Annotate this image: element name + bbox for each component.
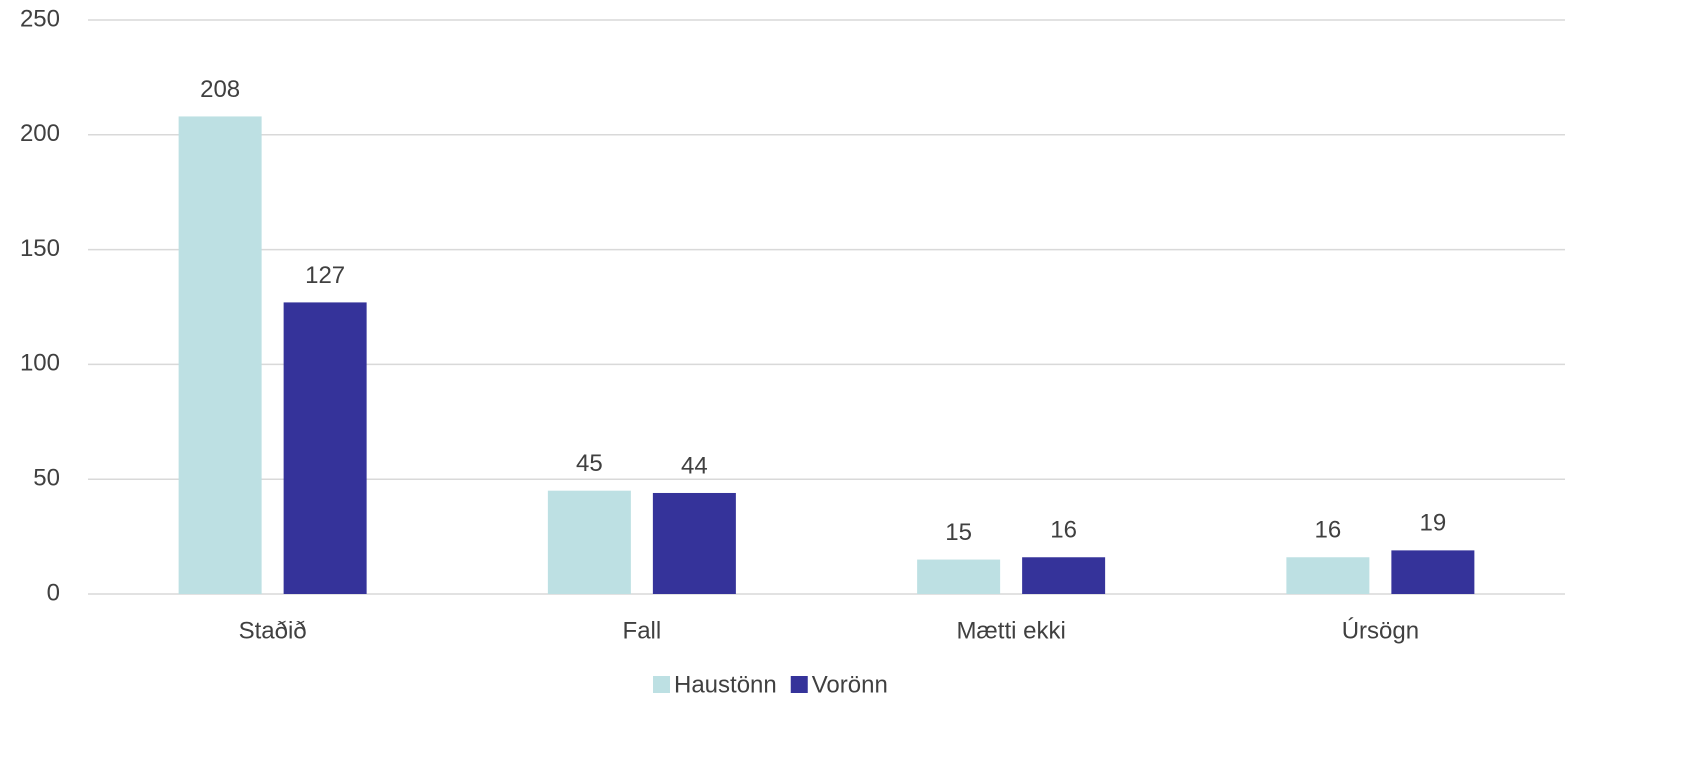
legend-label: Vorönn bbox=[812, 671, 888, 698]
data-label: 208 bbox=[200, 76, 240, 103]
bar bbox=[917, 559, 1001, 594]
y-tick-label: 200 bbox=[20, 120, 60, 147]
data-label: 19 bbox=[1420, 510, 1447, 537]
x-tick-label: Fall bbox=[623, 617, 662, 644]
x-tick-label: Staðið bbox=[239, 617, 307, 644]
y-tick-label: 100 bbox=[20, 350, 60, 377]
legend-label: Haustönn bbox=[674, 671, 777, 698]
bar bbox=[1391, 550, 1475, 594]
data-label: 16 bbox=[1050, 517, 1077, 544]
bar bbox=[283, 302, 367, 594]
data-label: 45 bbox=[576, 450, 603, 477]
bar bbox=[1022, 557, 1106, 594]
data-label: 15 bbox=[945, 519, 972, 546]
x-tick-label: Úrsögn bbox=[1342, 617, 1419, 644]
y-tick-label: 0 bbox=[47, 579, 60, 606]
y-tick-label: 150 bbox=[20, 235, 60, 262]
bar bbox=[547, 490, 631, 594]
bar bbox=[178, 116, 262, 594]
y-tick-label: 250 bbox=[20, 5, 60, 32]
legend-swatch bbox=[790, 676, 808, 693]
x-tick-label: Mætti ekki bbox=[956, 617, 1065, 644]
data-label: 44 bbox=[681, 452, 708, 479]
legend-swatch bbox=[653, 676, 670, 693]
y-tick-label: 50 bbox=[33, 465, 60, 492]
bar bbox=[1286, 557, 1370, 594]
data-label: 127 bbox=[305, 262, 345, 289]
data-label: 16 bbox=[1315, 517, 1342, 544]
bar bbox=[652, 492, 736, 594]
